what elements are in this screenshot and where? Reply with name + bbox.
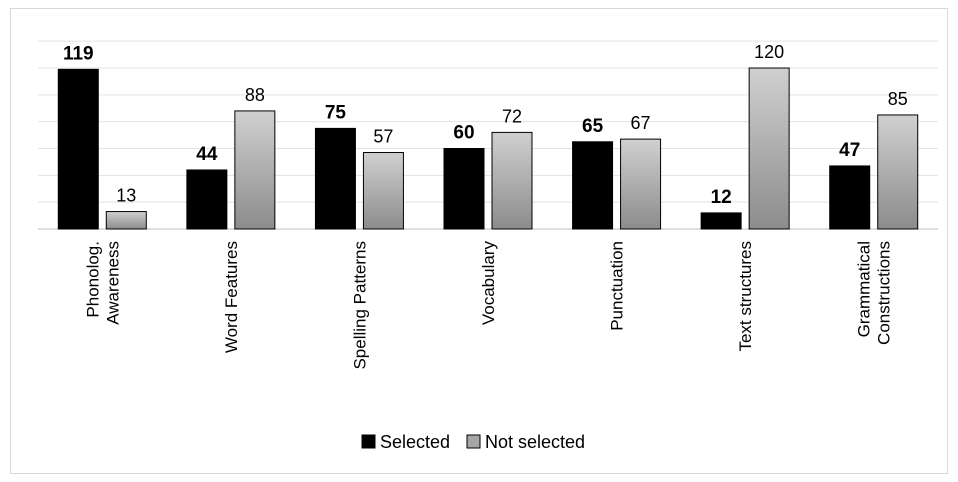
data-label-not-selected: 88 <box>245 85 265 105</box>
category-label-line: Constructions <box>875 241 894 345</box>
chart-frame <box>10 8 948 474</box>
data-label-not-selected: 13 <box>116 186 136 206</box>
category-label: Vocabulary <box>479 241 498 326</box>
bar-not-selected <box>105 211 147 230</box>
category-label-line: Punctuation <box>608 241 627 331</box>
category-label-line: Text structures <box>736 241 755 352</box>
bar-selected <box>572 141 614 230</box>
data-label-selected: 75 <box>325 102 347 123</box>
category-label-line: Word Features <box>222 241 241 353</box>
bar-selected <box>829 165 871 230</box>
bar-not-selected <box>748 67 790 230</box>
category-label: Text structures <box>736 241 755 352</box>
bar-not-selected <box>620 138 662 230</box>
data-label-not-selected: 72 <box>502 106 522 126</box>
data-label-not-selected: 67 <box>631 113 651 133</box>
category-label: Punctuation <box>608 241 627 331</box>
bar-not-selected <box>491 131 533 230</box>
category-label: Grammatical Constructions <box>855 241 894 345</box>
bars <box>57 67 919 230</box>
category-label-line: Phonolog. <box>83 241 102 318</box>
data-label-selected: 65 <box>582 116 604 137</box>
data-label-selected: 12 <box>711 187 732 208</box>
bar-selected <box>443 148 485 230</box>
legend-label-selected: Selected <box>380 432 450 452</box>
data-label-not-selected: 85 <box>888 89 908 109</box>
bar-not-selected <box>877 114 919 230</box>
legend-swatch-selected <box>361 434 376 449</box>
data-label-not-selected: 120 <box>754 42 784 62</box>
category-label-line: Spelling Patterns <box>350 241 369 370</box>
category-labels: Phonolog. Awareness Word Features Spelling … <box>83 241 893 370</box>
legend: Selected Not selected <box>361 432 585 452</box>
gridlines <box>38 40 938 230</box>
category-label: Word Features <box>222 241 241 353</box>
data-label-selected: 119 <box>63 43 94 64</box>
bar-selected <box>700 212 742 230</box>
bar-selected <box>186 169 228 230</box>
category-label-line: Vocabulary <box>479 241 498 326</box>
legend-label-not-selected: Not selected <box>485 432 585 452</box>
category-label-line: Awareness <box>103 241 122 325</box>
bar-selected <box>314 127 356 230</box>
category-label: Spelling Patterns <box>350 241 369 370</box>
bar-not-selected <box>362 152 404 230</box>
legend-swatch-not-selected <box>466 434 481 449</box>
data-label-selected: 60 <box>453 123 474 144</box>
bar-not-selected <box>234 110 276 230</box>
data-label-selected: 44 <box>196 144 218 165</box>
data-label-not-selected: 57 <box>373 127 393 147</box>
category-label: Phonolog. Awareness <box>83 241 122 325</box>
bar-selected <box>57 68 99 230</box>
category-label-line: Grammatical <box>855 241 874 337</box>
data-label-selected: 47 <box>839 140 860 161</box>
data-labels: 119 13 44 88 75 57 60 72 65 67 12 120 47 85 <box>63 42 908 208</box>
